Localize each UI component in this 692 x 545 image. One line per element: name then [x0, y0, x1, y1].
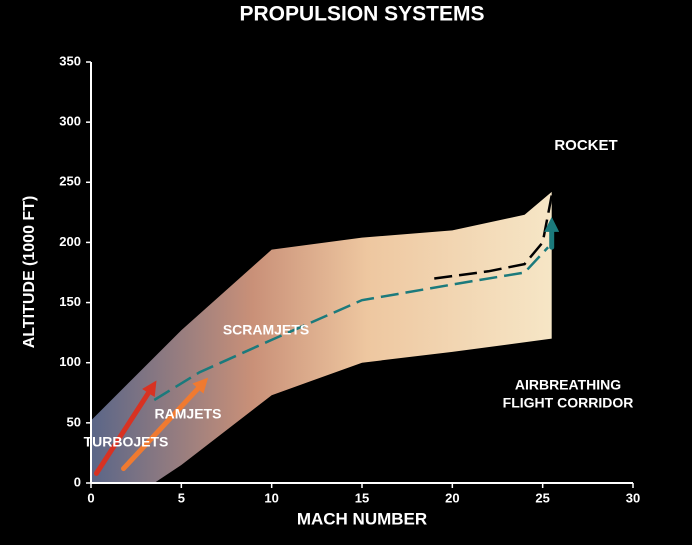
y-tick-label: 0	[74, 474, 81, 489]
y-tick-label: 100	[59, 354, 81, 369]
arrow	[121, 377, 209, 472]
trajectory	[153, 246, 550, 402]
x-tick-label: 5	[178, 490, 185, 505]
annotation: AIRBREATHING	[515, 377, 621, 393]
x-tick-label: 20	[445, 490, 459, 505]
y-axis-label: ALTITUDE (1000 FT)	[21, 196, 38, 349]
x-tick-label: 0	[87, 490, 94, 505]
flight-corridor	[91, 191, 552, 483]
annotation: TURBOJETS	[84, 434, 169, 450]
annotation: ROCKET	[554, 137, 617, 154]
y-tick-label: 350	[59, 53, 81, 68]
annotation: RAMJETS	[155, 406, 222, 422]
y-tick-label: 50	[67, 414, 81, 429]
y-tick-label: 300	[59, 114, 81, 129]
chart-title: PROPULSION SYSTEMS	[239, 3, 484, 26]
arrow	[93, 380, 157, 476]
y-tick-label: 150	[59, 294, 81, 309]
x-tick-label: 10	[264, 490, 278, 505]
x-tick-label: 30	[626, 490, 640, 505]
y-tick-label: 200	[59, 234, 81, 249]
x-axis-label: MACH NUMBER	[297, 509, 427, 528]
x-tick-label: 15	[355, 490, 369, 505]
annotation: FLIGHT CORRIDOR	[503, 395, 634, 411]
y-tick-label: 250	[59, 174, 81, 189]
annotation: SCRAMJETS	[223, 322, 309, 338]
x-tick-label: 25	[535, 490, 549, 505]
